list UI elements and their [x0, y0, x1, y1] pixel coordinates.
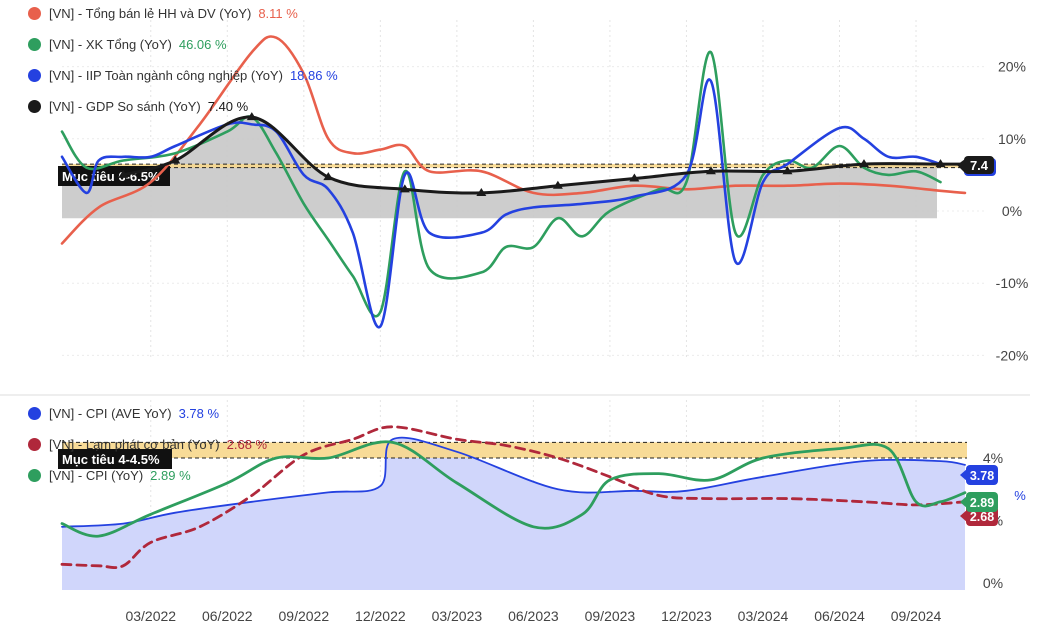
x-tick-label: 03/2023: [432, 608, 483, 624]
x-tick-label: 06/2024: [814, 608, 865, 624]
series-end-label-box: [966, 492, 998, 512]
legend-label: [VN] - Tổng bán lẻ HH và DV (YoY): [49, 6, 252, 21]
top-series-line-2: [60, 78, 942, 329]
x-tick-label: 06/2022: [202, 608, 253, 624]
gdp-end-pointer: [957, 159, 965, 173]
bottom-target-label-box: [58, 449, 172, 469]
gdp-point-marker: [705, 166, 716, 175]
top-y-tick-label: 0%: [1002, 203, 1022, 219]
gdp-end-label-box: [964, 156, 994, 174]
legend-latest-value: 3.78 %: [178, 406, 220, 421]
bottom-y-tick-label: 4%: [983, 450, 1003, 466]
top-y-tick-label: -10%: [996, 275, 1029, 291]
top-series-line-0: [60, 35, 967, 245]
x-tick-label: 09/2023: [585, 608, 636, 624]
legend-label: [VN] - CPI (YoY): [49, 468, 144, 483]
x-tick-label: 06/2023: [508, 608, 559, 624]
top-panel: 20%10%0%-10%-20%Mục tiêu 6-6.5%7.4: [58, 35, 1029, 363]
legend-item[interactable]: [VN] - CPI (AVE YoY) 3.78 %: [28, 406, 219, 421]
top-y-tick-label: 10%: [998, 131, 1026, 147]
x-tick-label: 03/2022: [125, 608, 176, 624]
legend-marker-icon: [28, 469, 41, 482]
legend-item[interactable]: [VN] - GDP So sánh (YoY) 7.40 %: [28, 99, 248, 114]
legend-latest-value: 2.68 %: [226, 437, 268, 452]
bottom-panel: 4%2%0%%Mục tiêu 4-4.5%2.682.893.78: [58, 425, 1026, 591]
x-tick-label: 12/2022: [355, 608, 406, 624]
series-end-label: 2.68: [970, 510, 994, 524]
bottom-series-line-1: [60, 425, 967, 569]
bottom-target-label: Mục tiêu 4-4.5%: [62, 452, 160, 467]
x-tick-label: 12/2023: [661, 608, 712, 624]
legend-marker-icon: [28, 38, 41, 51]
bottom-series-line-0: [61, 436, 966, 528]
legend-label: [VN] - Lạm phát cơ bản (YoY): [49, 437, 220, 452]
series-end-label: 3.78: [970, 469, 994, 483]
legend-marker-icon: [28, 7, 41, 20]
x-tick-label: 03/2024: [738, 608, 789, 624]
legend-latest-value: 8.11 %: [258, 6, 298, 21]
bottom-y-unit: %: [1014, 488, 1026, 503]
legend-latest-value: 2.89 %: [150, 468, 191, 483]
top-y-tick-label: -20%: [996, 347, 1029, 363]
bottom-series-line-2: [60, 440, 967, 538]
gdp-point-marker: [399, 184, 410, 193]
gdp-point-marker: [858, 159, 869, 168]
cpi-ave-area: [62, 437, 965, 590]
legend-item[interactable]: [VN] - Tổng bán lẻ HH và DV (YoY) 8.11 %: [28, 6, 298, 21]
gdp-point-marker: [782, 166, 793, 175]
top-target-band: [62, 164, 967, 168]
legend-marker-icon: [28, 407, 41, 420]
gdp-point-marker: [629, 173, 640, 182]
legend-label: [VN] - CPI (AVE YoY): [49, 406, 172, 421]
x-tick-label: 09/2022: [279, 608, 330, 624]
bottom-y-tick-label: 0%: [983, 575, 1003, 591]
legend-marker-icon: [28, 100, 41, 113]
gdp-point-marker: [323, 172, 334, 181]
legend-item[interactable]: [VN] - CPI (YoY) 2.89 %: [28, 468, 191, 483]
legend-item[interactable]: [VN] - Lạm phát cơ bản (YoY) 2.68 %: [28, 437, 267, 452]
series-end-label-box: [966, 465, 998, 485]
x-tick-label: 09/2024: [891, 608, 942, 624]
legend-marker-icon: [28, 438, 41, 451]
legend-latest-value: 46.06 %: [178, 37, 227, 52]
legend-label: [VN] - XK Tổng (YoY): [49, 37, 172, 52]
legend-label: [VN] - IIP Toàn ngành công nghiệp (YoY): [49, 68, 283, 83]
gdp-point-marker: [935, 159, 946, 168]
gdp-point-marker: [118, 169, 129, 178]
top-y-tick-label: 20%: [998, 59, 1026, 75]
gdp-point-marker: [552, 180, 563, 189]
legend-label: [VN] - GDP So sánh (YoY): [49, 99, 201, 114]
gdp-point-marker: [476, 187, 487, 196]
gdp-point-marker: [246, 112, 257, 121]
legend-latest-value: 7.40 %: [207, 99, 249, 114]
x-axis: 03/2022 06/2022 09/2022 12/2022 03/2023 06/20…: [125, 608, 941, 624]
legend-item[interactable]: [VN] - IIP Toàn ngành công nghiệp (YoY) 1…: [28, 68, 338, 83]
gdp-point-marker: [170, 155, 181, 164]
legend-item[interactable]: [VN] - XK Tổng (YoY) 46.06 %: [28, 37, 227, 52]
bottom-target-band: [62, 442, 967, 458]
gdp-end-label: 7.4: [970, 158, 989, 173]
legend-marker-icon: [28, 69, 41, 82]
legend-latest-value: 18.86 %: [289, 68, 338, 83]
series-end-label: 2.89: [970, 496, 994, 510]
